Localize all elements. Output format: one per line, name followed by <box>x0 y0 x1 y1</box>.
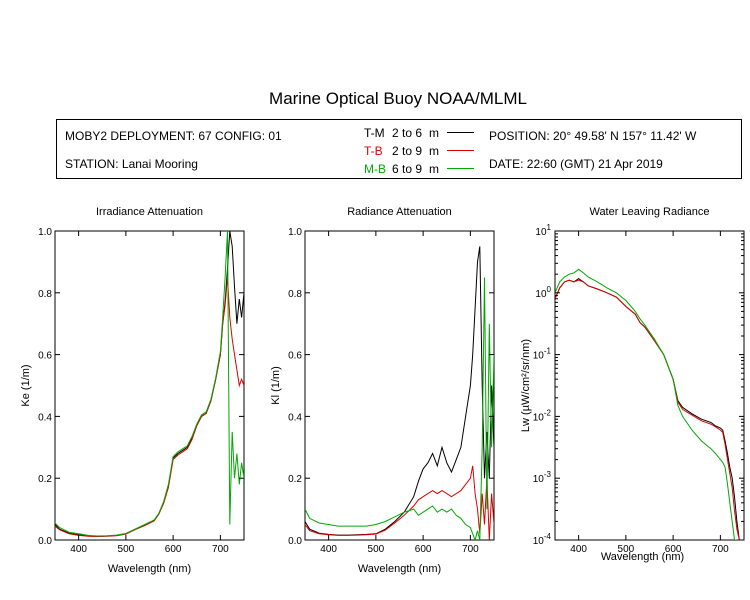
y-tick-base: 10 <box>535 289 547 300</box>
series-line <box>305 246 494 536</box>
legend-swatch <box>447 168 474 169</box>
legend-code: T-M <box>364 126 385 140</box>
y-tick-exp: -3 <box>544 470 552 479</box>
y-tick-base: 10 <box>533 536 545 547</box>
x-tick-label: 500 <box>368 544 385 555</box>
y-tick-label: 0.0 <box>288 536 302 547</box>
series-line <box>55 231 244 537</box>
y-tick-label: 0.4 <box>38 412 52 423</box>
y-tick-label: 10-4 <box>533 532 552 547</box>
station-text: STATION: Lanai Mooring <box>65 157 198 171</box>
y-tick-label: 1.0 <box>288 227 302 238</box>
legend-unit: m <box>429 144 439 158</box>
y-tick-base: 10 <box>535 227 547 238</box>
y-tick-exp: -2 <box>544 408 552 417</box>
y-tick-label: 0.4 <box>288 412 302 423</box>
y-axis-label: Kl (1/m) <box>270 366 282 405</box>
series-line <box>555 279 740 540</box>
y-tick-label: 0.2 <box>288 474 302 485</box>
x-tick-label: 600 <box>165 544 182 555</box>
y-tick-label: 0.6 <box>288 351 302 362</box>
plot-frame <box>54 230 245 541</box>
date-text: DATE: 22:60 (GMT) 21 Apr 2019 <box>489 157 663 171</box>
y-tick-label: 1.0 <box>38 227 52 238</box>
x-tick-label: 500 <box>118 544 135 555</box>
series-line <box>555 277 740 540</box>
legend-range: 6 to 9 <box>392 162 423 176</box>
y-tick-label: 10-3 <box>533 470 552 485</box>
legend-unit: m <box>429 162 439 176</box>
y-tick-exp: 0 <box>547 285 552 294</box>
y-tick-base: 10 <box>533 474 545 485</box>
y-tick-label: 0.8 <box>288 289 302 300</box>
legend-code: M-B <box>364 162 386 176</box>
plot-frame <box>554 230 745 541</box>
x-tick-label: 400 <box>570 544 587 555</box>
y-tick-label: 101 <box>535 223 551 238</box>
x-axis-label: Wavelength (nm) <box>358 563 441 575</box>
legend-swatch <box>447 132 474 133</box>
legend-unit: m <box>429 126 439 140</box>
y-tick-exp: 1 <box>547 223 552 232</box>
position-text: POSITION: 20° 49.58' N 157° 11.42' W <box>489 129 697 143</box>
x-axis-label: Wavelength (nm) <box>108 563 191 575</box>
chart-2: Radiance Attenuation 400 500 600 700 0.0 0.2 0.… <box>270 206 495 575</box>
series-line <box>305 465 494 540</box>
legend-swatch <box>447 150 474 151</box>
plot-frame <box>304 230 495 541</box>
page-title: Marine Optical Buoy NOAA/MLML <box>269 89 527 108</box>
chart-title: Radiance Attenuation <box>347 206 452 218</box>
chart-title: Water Leaving Radiance <box>589 206 709 218</box>
x-axis-label: Wavelength (nm) <box>601 551 684 563</box>
y-tick-label: 0.2 <box>38 474 52 485</box>
y-tick-label: 0.8 <box>38 289 52 300</box>
x-tick-label: 400 <box>320 544 337 555</box>
deployment-text: MOBY2 DEPLOYMENT: 67 CONFIG: 01 <box>65 129 282 143</box>
info-box: MOBY2 DEPLOYMENT: 67 CONFIG: 01 STATION:… <box>56 119 742 179</box>
series-group <box>305 246 494 540</box>
y-axis-label: Ke (1/m) <box>20 364 32 406</box>
x-tick-label: 700 <box>212 544 229 555</box>
y-tick-label: 10-2 <box>533 408 552 423</box>
series-group <box>55 231 244 538</box>
series-line <box>305 277 494 540</box>
y-axis-label: Lw (µW/cm²/sr/nm) <box>520 339 532 432</box>
y-tick-exp: -4 <box>544 532 552 541</box>
x-tick-label: 600 <box>665 544 682 555</box>
series-line <box>55 231 244 537</box>
series-group <box>555 268 740 540</box>
legend-range: 2 to 6 <box>392 126 423 140</box>
x-tick-label: 600 <box>415 544 432 555</box>
y-tick-label: 0.0 <box>38 536 52 547</box>
y-tick-label: 10-1 <box>533 347 552 362</box>
series-line <box>555 268 737 540</box>
y-tick-base: 10 <box>533 412 545 423</box>
x-tick-label: 700 <box>712 544 729 555</box>
y-tick-label: 0.6 <box>38 351 52 362</box>
x-tick-label: 400 <box>70 544 87 555</box>
y-tick-exp: -1 <box>544 347 552 356</box>
chart-1: Irradiance Attenuation 400 500 600 700 0.0 0.2… <box>20 206 245 575</box>
y-tick-label: 100 <box>535 285 551 300</box>
x-tick-label: 500 <box>618 544 635 555</box>
x-tick-label: 700 <box>462 544 479 555</box>
legend-range: 2 to 9 <box>392 144 423 158</box>
series-line <box>55 277 244 538</box>
y-tick-base: 10 <box>533 351 545 362</box>
legend-code: T-B <box>364 144 383 158</box>
chart-title: Irradiance Attenuation <box>96 206 203 218</box>
